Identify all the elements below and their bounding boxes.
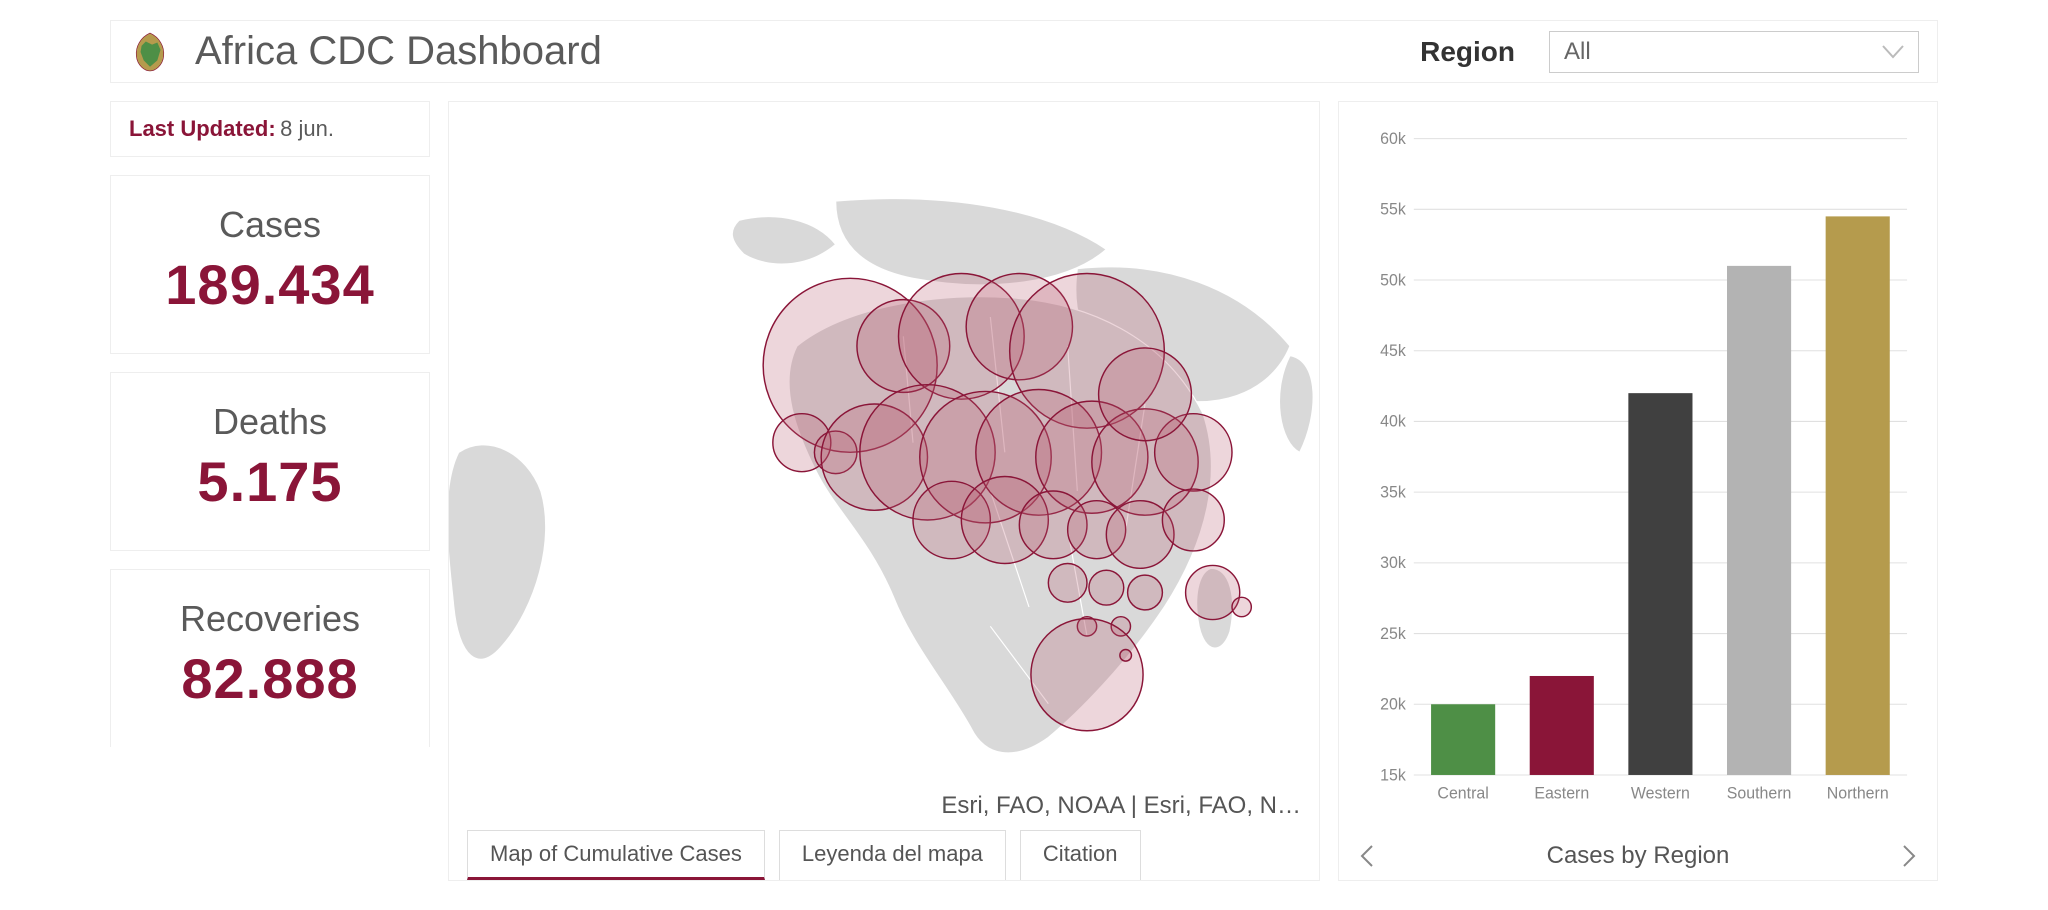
map-landmass <box>1279 356 1313 453</box>
chart-panel: 15k 20k 25k 30k 35k 40k 45k 50k 55k 60k Central Eas… <box>1338 101 1938 881</box>
chart-ylabel: 40k <box>1380 412 1406 431</box>
map-view[interactable] <box>449 102 1319 880</box>
chart-category-label: Western <box>1631 784 1690 803</box>
chart-bar-northern[interactable] <box>1826 216 1890 775</box>
chart-prev-button[interactable] <box>1357 842 1377 870</box>
header-bar: Africa CDC Dashboard Region All <box>110 20 1938 83</box>
map-bubble[interactable] <box>1120 650 1132 662</box>
chart-category-label: Central <box>1437 784 1488 803</box>
map-tab-1[interactable]: Leyenda del mapa <box>779 830 1006 880</box>
stat-recoveries-value: 82.888 <box>121 646 419 711</box>
chart-ylabel: 45k <box>1380 342 1406 361</box>
map-bubble[interactable] <box>1232 597 1251 616</box>
chart-next-button[interactable] <box>1899 842 1919 870</box>
stat-cases-title: Cases <box>121 204 419 246</box>
chart-bar-central[interactable] <box>1431 704 1495 775</box>
stat-deaths-title: Deaths <box>121 401 419 443</box>
chart-category-label: Northern <box>1827 784 1889 803</box>
stat-cases: Cases 189.434 <box>110 175 430 354</box>
africa-cdc-logo <box>129 31 171 73</box>
chart-bar-eastern[interactable] <box>1530 676 1594 775</box>
chart-ylabel: 30k <box>1380 554 1406 573</box>
chart-ylabel: 55k <box>1380 200 1406 219</box>
map-bubble[interactable] <box>1031 619 1143 731</box>
map-landmass <box>836 199 1107 285</box>
sidebar-stats: Last Updated: 8 jun. Cases 189.434 Death… <box>110 101 430 881</box>
chart-category-label: Southern <box>1727 784 1792 803</box>
region-label: Region <box>1420 36 1515 68</box>
map-bubble[interactable] <box>1048 564 1087 603</box>
map-tabs: Map of Cumulative Cases Leyenda del mapa C… <box>449 826 1319 880</box>
map-bubble[interactable] <box>1186 565 1240 619</box>
last-updated-card: Last Updated: 8 jun. <box>110 101 430 157</box>
region-select-value: All <box>1564 38 1591 66</box>
chart-ylabel: 50k <box>1380 271 1406 290</box>
map-landmass <box>449 445 546 660</box>
main-grid: Last Updated: 8 jun. Cases 189.434 Death… <box>110 101 1938 881</box>
chart-area: 15k 20k 25k 30k 35k 40k 45k 50k 55k 60k Central Eas… <box>1339 102 1937 832</box>
chart-ylabel: 35k <box>1380 483 1406 502</box>
map-landmass <box>732 217 835 264</box>
map-bubble[interactable] <box>1128 575 1163 610</box>
region-select[interactable]: All <box>1549 31 1919 73</box>
map-attribution: Esri, FAO, NOAA | Esri, FAO, N… <box>941 792 1301 820</box>
chart-category-label: Eastern <box>1534 784 1589 803</box>
map-bubble[interactable] <box>1162 489 1224 551</box>
last-updated-value: 8 jun. <box>280 116 334 141</box>
map-bubble[interactable] <box>1099 348 1192 441</box>
chart-ylabel: 20k <box>1380 695 1406 714</box>
chart-ylabel: 60k <box>1380 129 1406 148</box>
stat-recoveries-title: Recoveries <box>121 598 419 640</box>
last-updated-label: Last Updated: <box>129 116 276 141</box>
chart-title: Cases by Region <box>1547 842 1730 870</box>
stat-cases-value: 189.434 <box>121 252 419 317</box>
map-tab-0[interactable]: Map of Cumulative Cases <box>467 830 765 880</box>
stat-recoveries: Recoveries 82.888 <box>110 569 430 747</box>
map-tab-2[interactable]: Citation <box>1020 830 1141 880</box>
stat-deaths: Deaths 5.175 <box>110 372 430 551</box>
map-panel: Esri, FAO, NOAA | Esri, FAO, N… Map of C… <box>448 101 1320 881</box>
chart-ylabel: 25k <box>1380 624 1406 643</box>
chevron-down-icon <box>1882 45 1904 59</box>
chart-ylabel: 15k <box>1380 766 1406 785</box>
chart-bar-western[interactable] <box>1628 393 1692 775</box>
chart-nav: Cases by Region <box>1339 832 1937 880</box>
page-title: Africa CDC Dashboard <box>195 29 1396 74</box>
map-bubble[interactable] <box>1089 570 1124 605</box>
stat-deaths-value: 5.175 <box>121 449 419 514</box>
chart-bar-southern[interactable] <box>1727 266 1791 775</box>
